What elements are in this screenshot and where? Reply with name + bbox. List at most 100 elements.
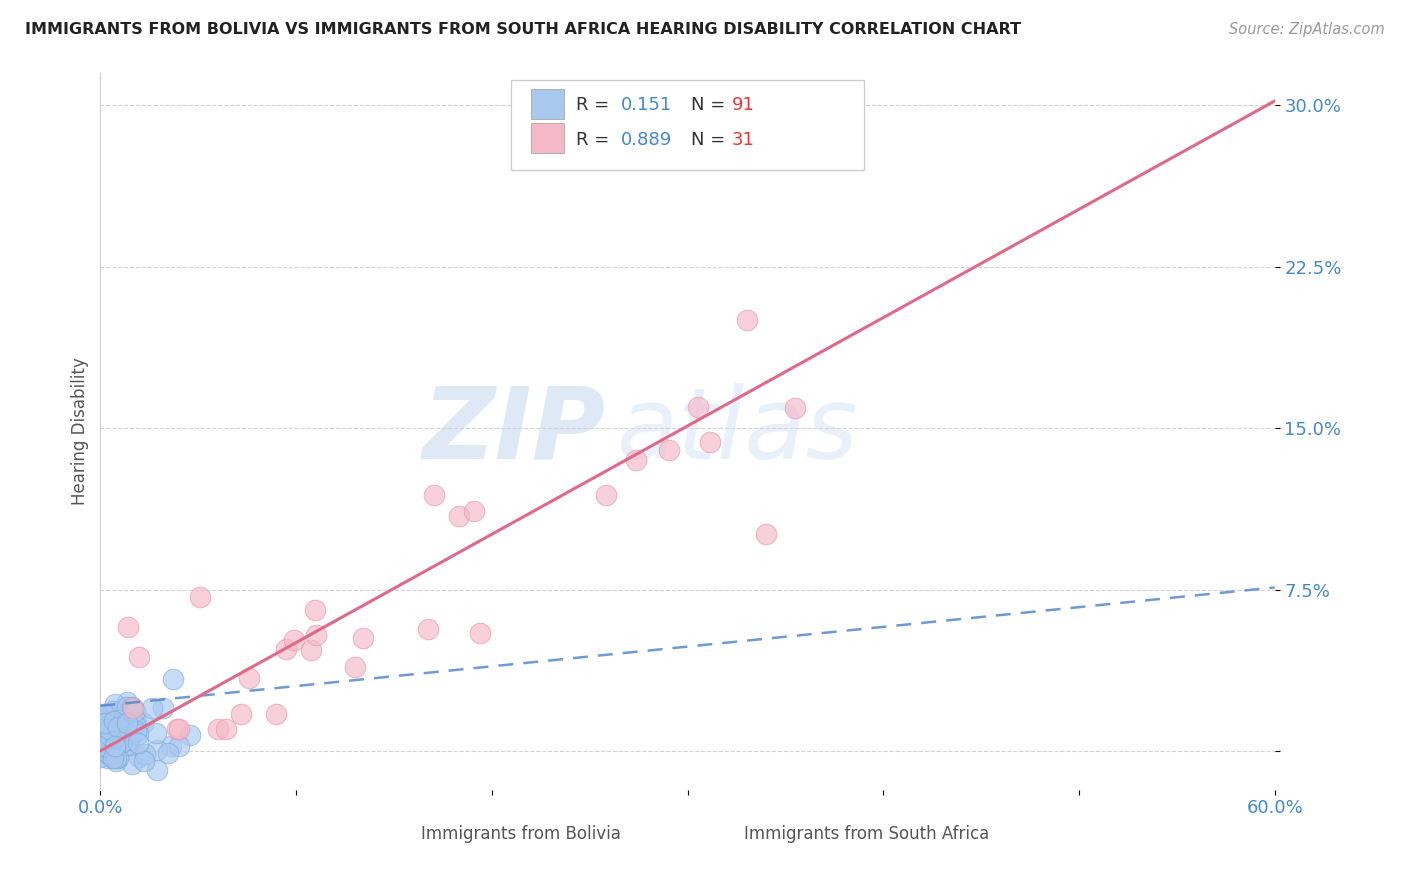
Point bbox=[104, 739, 127, 754]
Point bbox=[688, 401, 710, 415]
Point bbox=[111, 717, 134, 731]
Point bbox=[98, 747, 121, 761]
Point bbox=[167, 739, 190, 754]
Point bbox=[188, 590, 211, 604]
Point bbox=[128, 650, 150, 665]
Point bbox=[93, 739, 115, 753]
Point bbox=[785, 401, 807, 415]
Point bbox=[101, 751, 124, 765]
Point bbox=[98, 717, 121, 731]
Point bbox=[468, 625, 491, 640]
Text: R =: R = bbox=[576, 96, 614, 114]
Point bbox=[104, 731, 127, 745]
Point bbox=[179, 728, 201, 742]
Y-axis label: Hearing Disability: Hearing Disability bbox=[72, 358, 89, 505]
Text: atlas: atlas bbox=[617, 383, 859, 480]
Point bbox=[103, 706, 125, 720]
Point bbox=[103, 704, 125, 718]
Point bbox=[107, 722, 129, 736]
Point bbox=[283, 632, 305, 647]
Point bbox=[344, 660, 367, 674]
Point bbox=[416, 623, 439, 637]
Point bbox=[118, 738, 141, 752]
Point bbox=[98, 722, 121, 736]
Point bbox=[127, 727, 149, 741]
Point bbox=[91, 730, 114, 744]
Point bbox=[162, 672, 184, 686]
Text: Source: ZipAtlas.com: Source: ZipAtlas.com bbox=[1229, 22, 1385, 37]
Text: Immigrants from South Africa: Immigrants from South Africa bbox=[744, 825, 990, 843]
Point bbox=[145, 743, 167, 757]
Text: 0.889: 0.889 bbox=[620, 130, 672, 149]
Point bbox=[157, 746, 180, 760]
Text: ZIP: ZIP bbox=[422, 383, 606, 480]
Point bbox=[352, 631, 374, 645]
Point bbox=[103, 714, 125, 728]
Point bbox=[110, 736, 132, 750]
Point bbox=[108, 738, 131, 752]
Point bbox=[755, 526, 778, 541]
Point bbox=[94, 746, 117, 760]
FancyBboxPatch shape bbox=[388, 822, 413, 847]
Point bbox=[215, 723, 238, 737]
Point bbox=[96, 738, 118, 752]
Point bbox=[299, 643, 322, 657]
Point bbox=[97, 713, 120, 727]
Point bbox=[100, 718, 122, 732]
FancyBboxPatch shape bbox=[512, 80, 863, 169]
Point bbox=[146, 763, 169, 777]
Point bbox=[104, 741, 127, 756]
Point bbox=[124, 718, 146, 732]
Point bbox=[91, 739, 114, 754]
Point bbox=[305, 628, 328, 642]
Point bbox=[93, 715, 115, 730]
Point bbox=[98, 729, 121, 743]
Point bbox=[304, 603, 326, 617]
Point bbox=[89, 749, 111, 764]
Point bbox=[449, 508, 471, 523]
Point bbox=[115, 695, 138, 709]
Point bbox=[207, 723, 229, 737]
Point bbox=[238, 672, 260, 686]
Point bbox=[595, 488, 617, 502]
Point bbox=[134, 747, 156, 761]
Point bbox=[167, 723, 190, 737]
Point bbox=[100, 717, 122, 731]
Point bbox=[423, 488, 446, 502]
Point bbox=[94, 716, 117, 731]
Point bbox=[94, 731, 117, 745]
FancyBboxPatch shape bbox=[531, 88, 564, 119]
Point bbox=[105, 739, 128, 754]
Point bbox=[100, 734, 122, 748]
Point bbox=[100, 741, 122, 756]
Text: R =: R = bbox=[576, 130, 614, 149]
Point bbox=[93, 728, 115, 742]
Point bbox=[105, 739, 128, 754]
Text: Immigrants from Bolivia: Immigrants from Bolivia bbox=[420, 825, 621, 843]
Point bbox=[463, 504, 485, 518]
Point bbox=[114, 738, 136, 752]
Point bbox=[121, 700, 143, 714]
Point bbox=[104, 739, 127, 753]
Point bbox=[121, 756, 143, 771]
Point bbox=[90, 726, 112, 740]
Point bbox=[107, 722, 129, 736]
FancyBboxPatch shape bbox=[531, 123, 564, 153]
Text: 0.151: 0.151 bbox=[620, 96, 672, 114]
Point bbox=[104, 754, 127, 768]
Point bbox=[91, 723, 114, 738]
Point bbox=[115, 727, 138, 741]
Point bbox=[97, 750, 120, 764]
Point bbox=[103, 734, 125, 748]
Point bbox=[132, 716, 155, 731]
Point bbox=[117, 699, 139, 714]
Point bbox=[141, 701, 163, 715]
Point bbox=[658, 443, 681, 458]
Point bbox=[98, 748, 121, 763]
Point bbox=[107, 720, 129, 734]
Point bbox=[103, 715, 125, 730]
Point bbox=[699, 434, 721, 449]
Point bbox=[101, 747, 124, 761]
Point bbox=[125, 715, 148, 730]
Point bbox=[124, 704, 146, 718]
